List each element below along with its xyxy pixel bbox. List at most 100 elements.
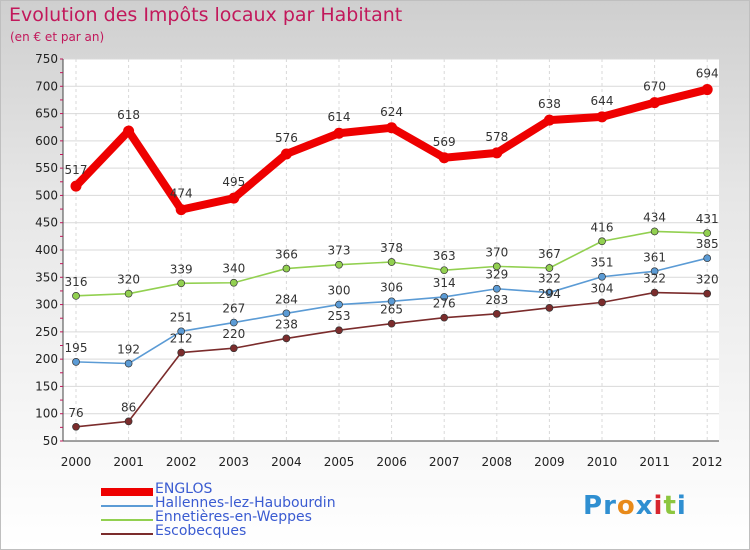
- data-point-hallennes-lez-haubourdin: [545, 288, 554, 297]
- data-point-englos: [386, 122, 398, 134]
- data-label-enneti-res-en-weppes: 370: [485, 245, 508, 259]
- data-label-enneti-res-en-weppes: 320: [117, 273, 140, 287]
- data-point-englos: [649, 97, 661, 109]
- x-tick-label: 2006: [376, 455, 407, 469]
- logo-letter: t: [663, 491, 677, 521]
- data-label-enneti-res-en-weppes: 378: [380, 241, 403, 255]
- data-label-englos: 495: [222, 175, 245, 189]
- data-point-hallennes-lez-haubourdin: [124, 359, 133, 368]
- data-label-englos: 569: [433, 135, 456, 149]
- data-point-escobecques: [229, 344, 238, 353]
- legend-label: Hallennes-lez-Haubourdin: [155, 495, 336, 511]
- data-label-englos: 517: [65, 163, 88, 177]
- data-label-hallennes-lez-haubourdin: 300: [328, 284, 351, 298]
- data-point-escobecques: [387, 319, 396, 328]
- data-label-enneti-res-en-weppes: 316: [65, 275, 88, 289]
- data-label-enneti-res-en-weppes: 363: [433, 249, 456, 263]
- data-point-enneti-res-en-weppes: [229, 278, 238, 287]
- y-tick-label: 550: [35, 161, 58, 175]
- data-point-enneti-res-en-weppes: [177, 279, 186, 288]
- y-tick-label: 350: [35, 270, 58, 284]
- data-label-hallennes-lez-haubourdin: 195: [65, 341, 88, 355]
- data-label-enneti-res-en-weppes: 434: [643, 210, 666, 224]
- data-point-englos: [280, 148, 292, 160]
- data-point-escobecques: [545, 303, 554, 312]
- data-point-hallennes-lez-haubourdin: [440, 293, 449, 301]
- logo-letter: i: [653, 491, 664, 521]
- data-point-englos: [333, 127, 345, 139]
- data-point-hallennes-lez-haubourdin: [229, 318, 238, 327]
- data-label-escobecques: 86: [121, 400, 136, 414]
- data-point-enneti-res-en-weppes: [545, 264, 554, 272]
- data-point-englos: [596, 111, 608, 123]
- data-label-englos: 474: [170, 187, 193, 201]
- y-tick-label: 50: [43, 434, 58, 448]
- y-tick-label: 700: [35, 79, 58, 93]
- legend-swatch: [101, 505, 153, 507]
- data-label-hallennes-lez-haubourdin: 284: [275, 292, 298, 306]
- data-label-escobecques: 253: [328, 309, 351, 323]
- legend-label: Escobecques: [155, 523, 247, 539]
- data-label-escobecques: 304: [591, 281, 614, 295]
- data-point-escobecques: [124, 417, 133, 426]
- chart-title: Evolution des Impôts locaux par Habitant: [9, 4, 403, 26]
- logo-letter: r: [603, 491, 617, 521]
- data-label-escobecques: 238: [275, 317, 298, 331]
- data-point-escobecques: [440, 313, 449, 322]
- data-point-enneti-res-en-weppes: [387, 258, 396, 266]
- data-label-enneti-res-en-weppes: 367: [538, 247, 561, 261]
- label-layer: 195 192 251 267 284 300 306 314 329 322 351 361 385 3…: [65, 67, 719, 420]
- axis-layer: 50 100 150 200 250 300 350 400 450 500 550 600 650 70…: [35, 52, 722, 469]
- data-label-hallennes-lez-haubourdin: 361: [643, 250, 666, 264]
- chart-subtitle: (en € et par an): [10, 30, 105, 44]
- data-point-hallennes-lez-haubourdin: [177, 327, 186, 336]
- data-label-escobecques: 220: [222, 327, 245, 341]
- data-point-hallennes-lez-haubourdin: [650, 267, 659, 276]
- data-label-hallennes-lez-haubourdin: 306: [380, 280, 403, 294]
- data-point-escobecques: [72, 422, 80, 431]
- data-label-hallennes-lez-haubourdin: 329: [485, 268, 508, 282]
- data-label-escobecques: 265: [380, 303, 403, 317]
- x-tick-label: 2008: [482, 455, 513, 469]
- y-tick-label: 650: [35, 107, 58, 121]
- logo-letter: x: [635, 491, 654, 521]
- data-label-enneti-res-en-weppes: 431: [696, 212, 719, 226]
- logo-letter: P: [583, 491, 604, 521]
- data-point-englos: [701, 84, 713, 96]
- data-point-enneti-res-en-weppes: [650, 227, 659, 236]
- data-label-englos: 624: [380, 105, 403, 119]
- legend-label: Ennetières-en-Weppes: [155, 509, 312, 525]
- data-point-englos: [438, 152, 450, 164]
- y-tick-label: 300: [35, 298, 58, 312]
- data-label-escobecques: 276: [433, 297, 456, 311]
- data-point-hallennes-lez-haubourdin: [282, 309, 291, 318]
- series-layer: [70, 84, 713, 431]
- x-tick-label: 2004: [271, 455, 302, 469]
- data-point-englos: [175, 204, 187, 216]
- data-point-enneti-res-en-weppes: [598, 237, 606, 246]
- y-tick-label: 600: [35, 134, 58, 148]
- data-point-hallennes-lez-haubourdin: [387, 297, 396, 306]
- y-tick-label: 100: [35, 407, 58, 421]
- data-point-escobecques: [177, 348, 186, 357]
- data-point-hallennes-lez-haubourdin: [598, 272, 606, 281]
- data-point-englos: [491, 147, 503, 159]
- x-tick-label: 2000: [61, 455, 92, 469]
- data-point-enneti-res-en-weppes: [492, 262, 501, 271]
- data-label-escobecques: 294: [538, 287, 561, 301]
- legend-swatch: [101, 519, 153, 521]
- y-tick-label: 400: [35, 243, 58, 257]
- data-label-hallennes-lez-haubourdin: 385: [696, 237, 719, 251]
- data-point-hallennes-lez-haubourdin: [492, 284, 501, 293]
- data-label-hallennes-lez-haubourdin: 267: [222, 302, 245, 316]
- x-tick-label: 2009: [534, 455, 565, 469]
- proxiti-logo: Proxiti: [583, 491, 687, 521]
- data-label-englos: 670: [643, 80, 666, 94]
- data-label-escobecques: 212: [170, 332, 193, 346]
- data-point-englos: [123, 125, 135, 137]
- data-point-englos: [543, 114, 555, 126]
- legend-label: ENGLOS: [155, 481, 213, 497]
- data-point-escobecques: [703, 289, 712, 298]
- data-label-englos: 618: [117, 108, 140, 122]
